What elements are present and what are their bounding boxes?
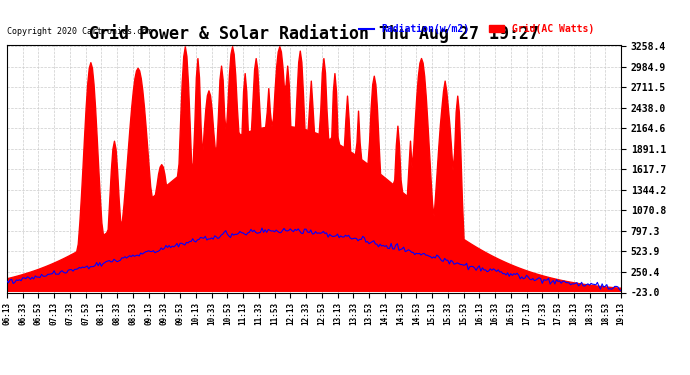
Text: Copyright 2020 Cartronics.com: Copyright 2020 Cartronics.com [7, 27, 152, 36]
Title: Grid Power & Solar Radiation Thu Aug 27 19:27: Grid Power & Solar Radiation Thu Aug 27 … [89, 24, 539, 44]
Legend: Radiation(w/m2), Grid(AC Watts): Radiation(w/m2), Grid(AC Watts) [355, 20, 598, 38]
